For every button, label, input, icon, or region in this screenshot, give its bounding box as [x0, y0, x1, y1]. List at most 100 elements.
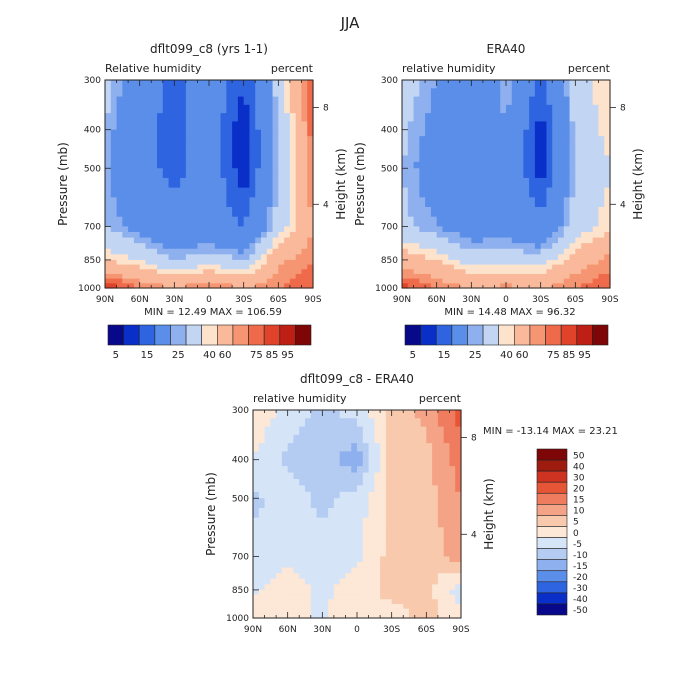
heatmap-cell — [197, 207, 204, 218]
heatmap-cell — [449, 537, 456, 548]
heatmap-cell — [333, 491, 341, 499]
heatmap-cell — [301, 155, 308, 163]
heatmap-cell — [295, 121, 303, 131]
heatmap-cell — [301, 168, 308, 179]
heatmap-cell — [162, 216, 170, 227]
heatmap-cell — [305, 491, 312, 499]
heatmap-cell — [220, 96, 227, 106]
heatmap-cell — [287, 426, 295, 436]
heatmap-cell — [284, 231, 291, 239]
heatmap-cell — [253, 584, 260, 591]
heatmap-cell — [425, 88, 432, 98]
heatmap-cell — [209, 80, 216, 89]
heatmap-cell — [328, 472, 335, 480]
heatmap-cell — [432, 594, 439, 600]
heatmap-cell — [581, 177, 588, 189]
colorbar-swatch — [138, 324, 156, 346]
heatmap-cell — [243, 121, 251, 131]
heatmap-cell — [488, 168, 496, 179]
heatmap-cell — [598, 80, 605, 89]
heatmap-cell — [261, 80, 268, 89]
heatmap-cell — [368, 613, 375, 619]
heatmap-cell — [116, 197, 123, 208]
heatmap-cell — [465, 226, 472, 233]
heatmap-cell — [482, 264, 490, 270]
heatmap-cell — [287, 434, 295, 444]
heatmap-cell — [316, 527, 323, 538]
heatmap-cell — [540, 129, 548, 137]
heatmap-cell — [281, 584, 289, 591]
heatmap-cell — [145, 136, 152, 144]
heatmap-cell — [500, 80, 507, 89]
heatmap-cell — [442, 197, 449, 208]
heatmap-cell — [569, 155, 576, 163]
heatmap-cell — [310, 472, 318, 480]
x-tick-label: 30N — [165, 295, 183, 305]
heatmap-cell — [174, 237, 181, 244]
heatmap-cell — [345, 584, 352, 591]
heatmap-cell — [180, 264, 187, 270]
heatmap-cell — [407, 278, 415, 284]
heatmap-cell — [477, 231, 484, 239]
heatmap-cell — [442, 231, 449, 239]
heatmap-cell — [264, 537, 271, 548]
heatmap-cell — [443, 472, 451, 480]
heatmap-cell — [270, 599, 277, 605]
heatmap-cell — [604, 161, 611, 169]
heatmap-cell — [243, 269, 251, 275]
heatmap-cell — [374, 434, 381, 444]
heatmap-cell — [214, 121, 222, 131]
heatmap-cell — [454, 136, 461, 144]
heatmap-cell — [339, 418, 347, 428]
heatmap-cell — [293, 546, 300, 557]
heatmap-cell — [226, 161, 233, 169]
heatmap-cell — [385, 507, 393, 519]
heatmap-cell — [258, 451, 266, 461]
heatmap-cell — [494, 187, 501, 198]
heatmap-cell — [162, 121, 170, 131]
heatmap-cell — [351, 527, 358, 538]
heatmap-cell — [322, 603, 329, 610]
heatmap-cell — [272, 168, 279, 179]
heatmap-cell — [287, 567, 295, 574]
heatmap-cell — [139, 231, 147, 239]
heatmap-cell — [482, 231, 490, 239]
heatmap-cell — [432, 561, 439, 569]
heatmap-cell — [299, 410, 306, 419]
heatmap-cell — [534, 96, 542, 106]
heatmap-cell — [511, 216, 519, 227]
heatmap-cell — [316, 613, 323, 619]
heatmap-cell — [237, 231, 245, 239]
heatmap-cell — [162, 80, 170, 89]
heatmap-cell — [426, 573, 433, 580]
heatmap-cell — [133, 142, 141, 150]
heatmap-cell — [488, 113, 496, 123]
heatmap-cell — [385, 485, 393, 493]
heatmap-cell — [362, 594, 370, 600]
panel-title: ERA40 — [487, 42, 526, 56]
heatmap-cell — [266, 121, 274, 131]
heatmap-cell — [500, 278, 507, 284]
heatmap-cell — [264, 589, 271, 596]
heatmap-cell — [442, 177, 449, 189]
x-tick-label: 60S — [567, 295, 584, 305]
heatmap-cell — [284, 96, 291, 106]
heatmap-cell — [575, 207, 582, 218]
heatmap-cell — [270, 485, 277, 493]
heatmap-cell — [494, 231, 501, 239]
heatmap-cell — [604, 248, 611, 255]
heatmap-cell — [523, 231, 530, 239]
heatmap-cell — [299, 608, 306, 614]
heatmap-cell — [604, 104, 611, 114]
heatmap-cell — [380, 478, 387, 487]
heatmap-cell — [403, 418, 410, 428]
heatmap-cell — [284, 129, 291, 137]
heatmap-cell — [471, 104, 478, 114]
heatmap-cell — [128, 80, 135, 89]
heatmap-cell — [442, 121, 449, 131]
heatmap-cell — [281, 472, 289, 480]
heatmap-cell — [162, 197, 170, 208]
heatmap-cell — [351, 507, 358, 519]
heatmap-cell — [380, 426, 387, 436]
heatmap-cell — [482, 148, 490, 157]
